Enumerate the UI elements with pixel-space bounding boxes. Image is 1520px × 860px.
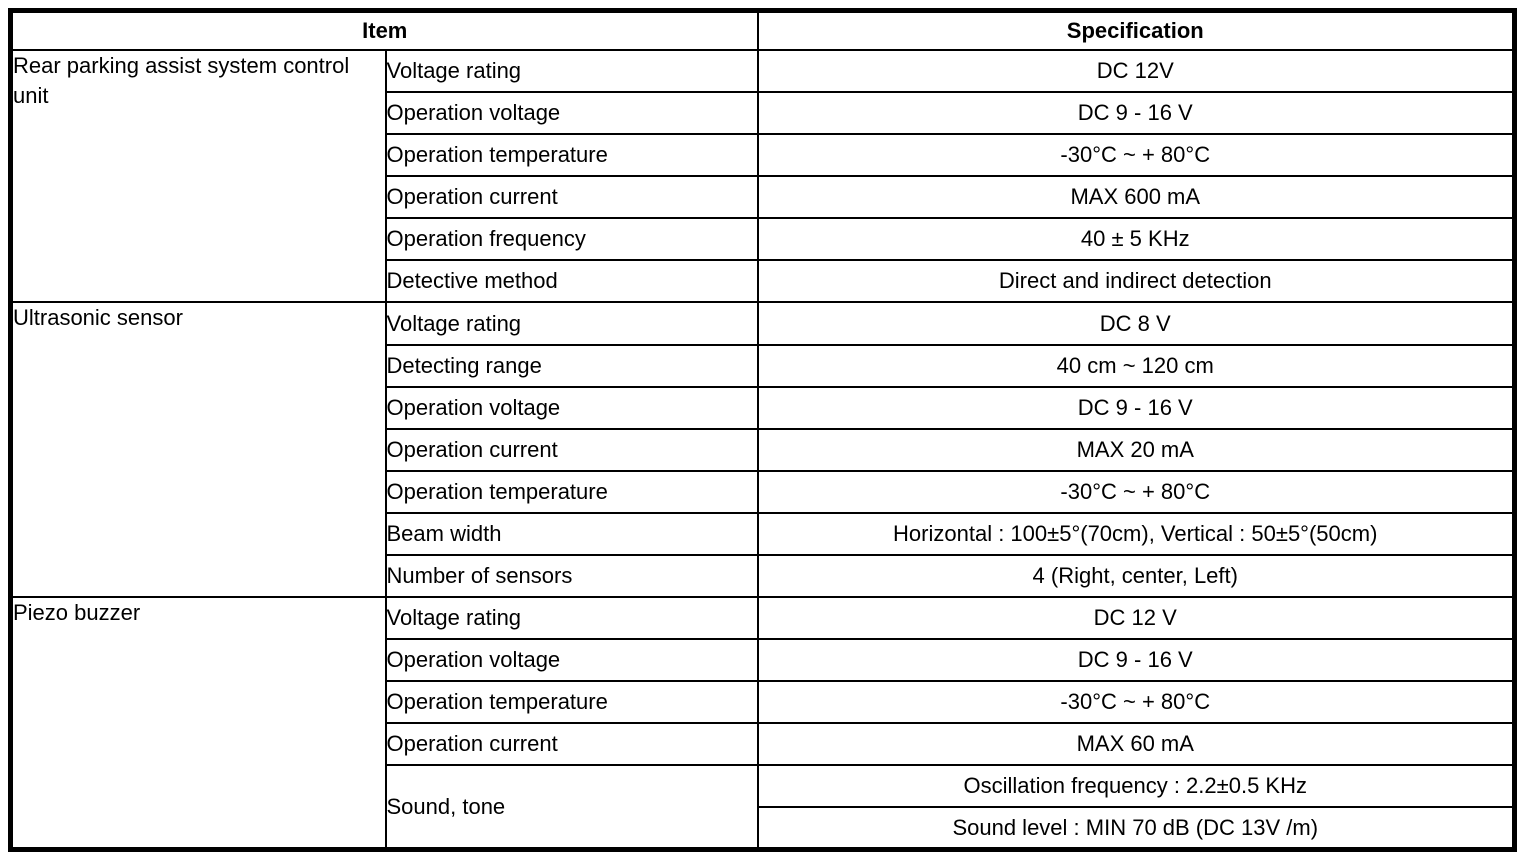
table-row: Operation frequency 40 ± 5 KHz (11, 217, 1516, 262)
item-cell: Operation temperature (384, 469, 759, 514)
spec-cell: DC 12 V (756, 596, 1516, 641)
item-cell: Operation voltage (384, 91, 759, 136)
table-row: Operation temperature -30°C ~ + 80°C (11, 133, 1516, 178)
spec-cell: Horizontal : 100±5°(70cm), Vertical : 50… (756, 511, 1516, 556)
specification-table: Item Specification Rear parking assist s… (8, 8, 1517, 852)
table-row: Detective method Direct and indirect det… (11, 259, 1516, 304)
spec-cell: MAX 60 mA (756, 722, 1516, 767)
table-row: Detecting range 40 cm ~ 120 cm (11, 343, 1516, 388)
item-cell: Number of sensors (384, 553, 759, 599)
item-cell: Operation current (384, 427, 759, 472)
item-cell: Voltage rating (384, 301, 759, 346)
table-row: Operation current MAX 60 mA (11, 722, 1516, 767)
group-name-rear-parking-assist: Rear parking assist system control unit (9, 48, 387, 304)
table-row: Sound level : MIN 70 dB (DC 13V /m) (11, 806, 1516, 851)
table-row: Operation voltage DC 9 - 16 V (11, 385, 1516, 430)
table-row: Sound, tone Oscillation frequency : 2.2±… (11, 764, 1516, 851)
table-row: Rear parking assist system control unit … (9, 48, 1516, 304)
spec-cell: DC 9 - 16 V (756, 385, 1516, 430)
table-row: Operation current MAX 600 mA (11, 175, 1516, 220)
table-row: Operation temperature -30°C ~ + 80°C (11, 680, 1516, 725)
item-cell: Operation current (384, 175, 759, 220)
spec-cell: DC 9 - 16 V (756, 91, 1516, 136)
table-row: Operation temperature -30°C ~ + 80°C (11, 469, 1516, 514)
spec-cell: DC 9 - 16 V (756, 638, 1516, 683)
table-row: Beam width Horizontal : 100±5°(70cm), Ve… (11, 511, 1516, 556)
spec-cell: 4 (Right, center, Left) (756, 553, 1516, 599)
group-name-piezo-buzzer: Piezo buzzer (9, 596, 387, 851)
table-row: Operation voltage DC 9 - 16 V (11, 638, 1516, 683)
item-cell: Operation voltage (384, 385, 759, 430)
table-row: Operation current MAX 20 mA (11, 427, 1516, 472)
item-cell: Operation temperature (384, 133, 759, 178)
item-cell: Voltage rating (384, 596, 759, 641)
spec-cell: -30°C ~ + 80°C (756, 680, 1516, 725)
spec-cell: DC 12V (756, 48, 1516, 94)
item-cell: Operation current (384, 722, 759, 767)
item-cell: Operation voltage (384, 638, 759, 683)
spec-cell: Direct and indirect detection (756, 259, 1516, 304)
spec-cell: -30°C ~ + 80°C (756, 469, 1516, 514)
item-cell: Beam width (384, 511, 759, 556)
spec-cell: 40 cm ~ 120 cm (756, 343, 1516, 388)
spec-cell: DC 8 V (756, 301, 1516, 346)
item-cell: Detective method (384, 259, 759, 304)
table-row: Piezo buzzer Voltage rating DC 12 V (9, 596, 1516, 851)
table-row: Operation voltage DC 9 - 16 V (11, 91, 1516, 136)
spec-cell: -30°C ~ + 80°C (756, 133, 1516, 178)
table-row: Number of sensors 4 (Right, center, Left… (11, 553, 1516, 599)
spec-cell: Sound level : MIN 70 dB (DC 13V /m) (756, 806, 1516, 851)
header-row: Item Specification (9, 9, 1516, 51)
table-row: Ultrasonic sensor Voltage rating DC 8 V (9, 301, 1516, 599)
item-cell-sound-tone: Sound, tone (384, 764, 759, 851)
group-name-ultrasonic-sensor: Ultrasonic sensor (9, 301, 387, 599)
spec-cell: 40 ± 5 KHz (756, 217, 1516, 262)
specification-column-header: Specification (756, 9, 1516, 51)
item-cell: Voltage rating (384, 48, 759, 94)
item-column-header: Item (9, 9, 759, 51)
spec-cell: MAX 600 mA (756, 175, 1516, 220)
item-cell: Detecting range (384, 343, 759, 388)
item-cell: Operation frequency (384, 217, 759, 262)
spec-cell: Oscillation frequency : 2.2±0.5 KHz (756, 764, 1516, 809)
spec-cell: MAX 20 mA (756, 427, 1516, 472)
item-cell: Operation temperature (384, 680, 759, 725)
